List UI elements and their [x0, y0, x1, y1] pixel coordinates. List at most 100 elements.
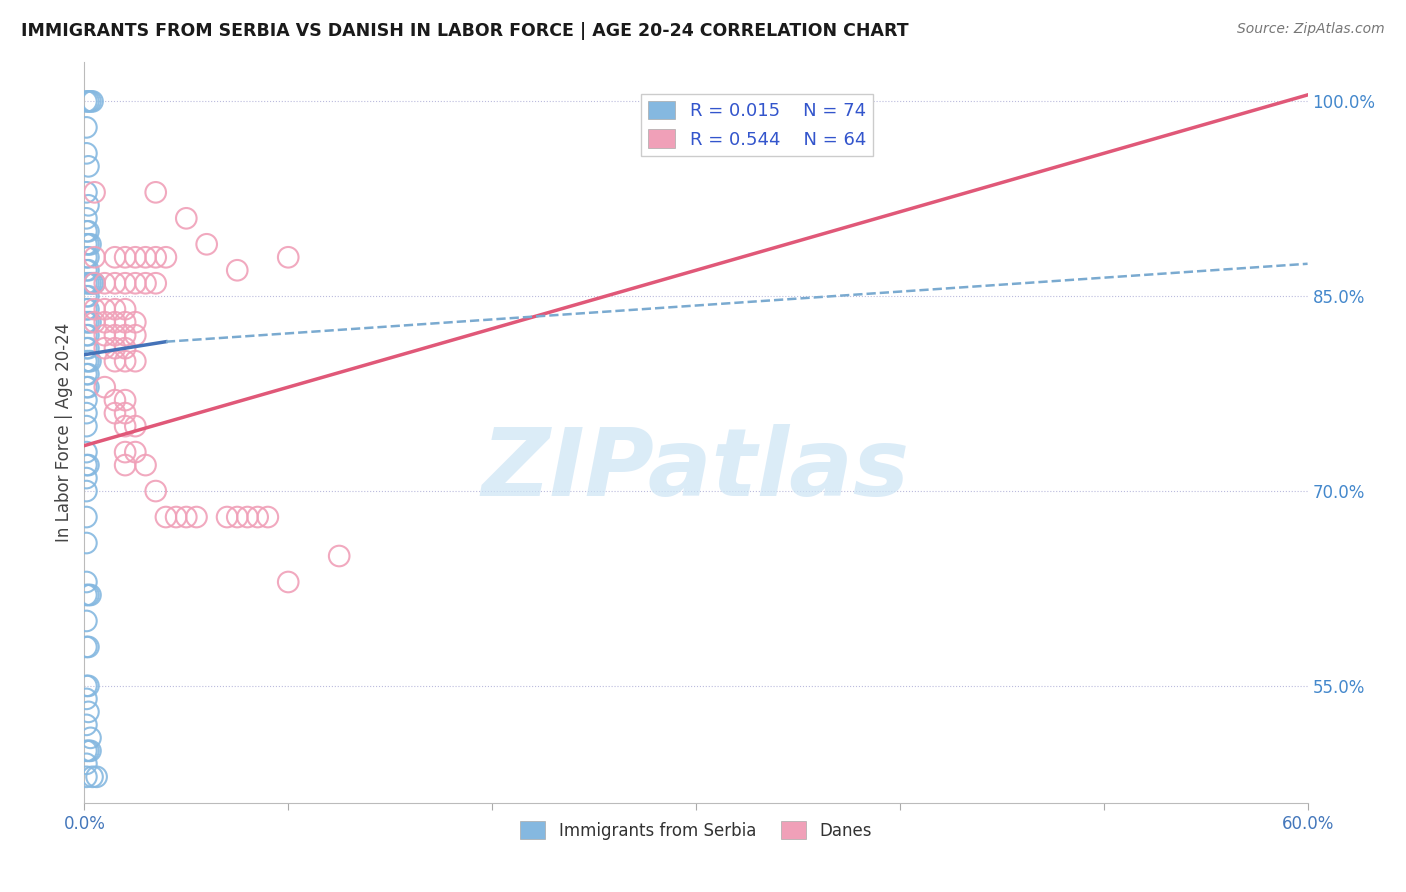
Point: [79, 237, 101, 252]
Point: [77, 341, 100, 355]
Point: [114, 328, 136, 343]
Point: [257, 510, 280, 524]
Point: [77, 277, 100, 291]
Point: [75, 277, 97, 291]
Point: [79, 95, 101, 109]
Point: [124, 445, 146, 459]
Point: [75, 744, 97, 758]
Point: [82, 770, 104, 784]
Point: [145, 186, 167, 200]
Point: [75, 756, 97, 771]
Point: [93, 328, 115, 343]
Point: [104, 328, 127, 343]
Point: [83, 315, 105, 329]
Point: [93, 341, 115, 355]
Point: [114, 406, 136, 420]
Point: [77, 224, 100, 238]
Point: [114, 277, 136, 291]
Point: [75, 146, 97, 161]
Point: [124, 277, 146, 291]
Point: [77, 328, 100, 343]
Point: [77, 744, 100, 758]
Point: [75, 692, 97, 706]
Point: [104, 406, 127, 420]
Point: [77, 315, 100, 329]
Point: [77, 289, 100, 303]
Point: [93, 315, 115, 329]
Point: [83, 186, 105, 200]
Text: IMMIGRANTS FROM SERBIA VS DANISH IN LABOR FORCE | AGE 20-24 CORRELATION CHART: IMMIGRANTS FROM SERBIA VS DANISH IN LABO…: [21, 22, 908, 40]
Point: [75, 419, 97, 434]
Point: [104, 250, 127, 264]
Point: [77, 588, 100, 602]
Point: [77, 458, 100, 472]
Point: [75, 328, 97, 343]
Point: [77, 198, 100, 212]
Point: [124, 315, 146, 329]
Point: [75, 95, 97, 109]
Point: [75, 289, 97, 303]
Point: [75, 510, 97, 524]
Point: [124, 354, 146, 368]
Point: [77, 679, 100, 693]
Point: [79, 731, 101, 745]
Point: [246, 510, 269, 524]
Point: [75, 237, 97, 252]
Point: [93, 277, 115, 291]
Point: [135, 250, 157, 264]
Point: [195, 237, 218, 252]
Point: [124, 419, 146, 434]
Point: [77, 380, 100, 394]
Point: [75, 679, 97, 693]
Point: [75, 458, 97, 472]
Legend: Immigrants from Serbia, Danes: Immigrants from Serbia, Danes: [513, 814, 879, 847]
Point: [83, 302, 105, 317]
Point: [77, 367, 100, 381]
Point: [75, 536, 97, 550]
Point: [77, 263, 100, 277]
Point: [75, 445, 97, 459]
Point: [104, 341, 127, 355]
Point: [82, 95, 104, 109]
Point: [86, 770, 108, 784]
Point: [135, 458, 157, 472]
Text: ZIPatlas: ZIPatlas: [482, 424, 910, 516]
Point: [79, 588, 101, 602]
Point: [75, 211, 97, 226]
Point: [93, 302, 115, 317]
Point: [75, 186, 97, 200]
Point: [75, 380, 97, 394]
Point: [75, 393, 97, 408]
Point: [174, 510, 197, 524]
Point: [104, 354, 127, 368]
Point: [174, 211, 197, 226]
Point: [75, 315, 97, 329]
Point: [114, 393, 136, 408]
Point: [75, 614, 97, 628]
Point: [75, 574, 97, 589]
Point: [79, 744, 101, 758]
Point: [75, 484, 97, 499]
Point: [155, 250, 177, 264]
Point: [124, 250, 146, 264]
Point: [83, 277, 105, 291]
Point: [226, 263, 249, 277]
Text: Source: ZipAtlas.com: Source: ZipAtlas.com: [1237, 22, 1385, 37]
Point: [75, 354, 97, 368]
Point: [114, 250, 136, 264]
Y-axis label: In Labor Force | Age 20-24: In Labor Force | Age 20-24: [55, 323, 73, 542]
Point: [77, 705, 100, 719]
Point: [83, 277, 105, 291]
Point: [82, 277, 104, 291]
Point: [277, 250, 299, 264]
Point: [165, 510, 187, 524]
Point: [75, 588, 97, 602]
Point: [83, 250, 105, 264]
Point: [77, 640, 100, 654]
Point: [114, 302, 136, 317]
Point: [104, 315, 127, 329]
Point: [114, 315, 136, 329]
Point: [79, 354, 101, 368]
Point: [145, 484, 167, 499]
Point: [236, 510, 259, 524]
